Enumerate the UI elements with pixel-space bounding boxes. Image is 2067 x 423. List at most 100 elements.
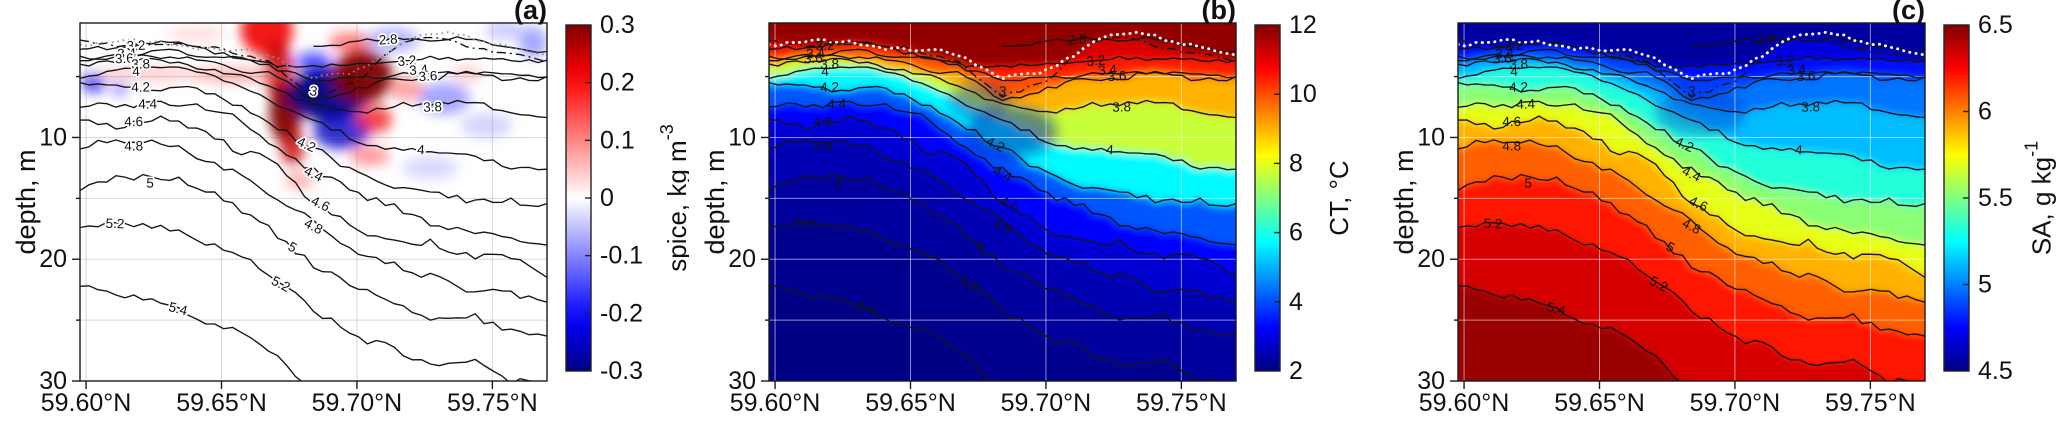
contour-line-3.4 bbox=[80, 48, 547, 82]
plot-field-area: 2.833.23.23.43.43.63.63.83.8444.24.24.44… bbox=[1458, 23, 1925, 381]
contour-line-3.8 bbox=[1458, 57, 1925, 119]
panel-letter: (b) bbox=[1202, 0, 1236, 25]
panel-c-svg: 2.833.23.23.43.43.63.63.83.8444.24.24.44… bbox=[1389, 0, 2057, 417]
contour-label-3.8: 3.8 bbox=[131, 56, 150, 71]
contour-label-3: 3 bbox=[998, 83, 1008, 99]
contour-line-4.2 bbox=[769, 81, 1236, 208]
colorbar-tick-label: 0 bbox=[600, 184, 614, 212]
contour-label-4.2: 4.2 bbox=[820, 79, 839, 94]
contour-label-4.6: 4.6 bbox=[1502, 114, 1521, 129]
panel-spice: 2.8 3 3.2 3.2 3.4 3.4 3.6 3.6 3.8 3.8 4 4 4.2 4.2 4.4 4… bbox=[0, 0, 689, 423]
gridlines bbox=[769, 23, 1236, 381]
contour-label-3.4: 3.4 bbox=[409, 62, 429, 78]
colorbar-tick-label: 0.1 bbox=[600, 126, 635, 154]
anomaly-blob bbox=[460, 113, 513, 138]
contour-label-4.4: 4.4 bbox=[138, 96, 158, 111]
colorbar-tick-label: 6.5 bbox=[1978, 11, 2013, 39]
anomaly-blob bbox=[485, 23, 525, 41]
mixed-layer-dotted-line bbox=[1458, 30, 1925, 81]
contour-line-3.2 bbox=[80, 40, 547, 68]
contour-label-4.2: 4.2 bbox=[1673, 134, 1696, 156]
contour-line-5 bbox=[1458, 173, 1925, 337]
contour-label-4.8: 4.8 bbox=[813, 138, 832, 153]
axes bbox=[761, 22, 1237, 389]
plot-field-area: 2.833.23.23.43.43.63.63.83.8444.24.24.44… bbox=[80, 23, 547, 381]
contour-label-3.2: 3.2 bbox=[397, 53, 417, 69]
field-band bbox=[1458, 49, 1925, 101]
x-tick-label: 59.70°N bbox=[1001, 389, 1092, 417]
field-band bbox=[769, 83, 1236, 245]
colorbar bbox=[1254, 24, 1281, 372]
x-tick-label: 59.65°N bbox=[865, 389, 956, 417]
contour-line-5.2 bbox=[1458, 221, 1916, 381]
field-band bbox=[769, 37, 1236, 98]
anomaly-blob bbox=[285, 170, 314, 191]
contour-label-5.4: 5.4 bbox=[856, 299, 878, 318]
anomaly-blob bbox=[418, 82, 471, 115]
contour-label-3.4: 3.4 bbox=[1787, 62, 1807, 78]
panel-b-svg: 2.833.23.23.43.43.63.63.83.8444.24.24.44… bbox=[700, 0, 1354, 417]
contour-label-2.8: 2.8 bbox=[1067, 31, 1087, 47]
y-tick-label: 20 bbox=[1417, 245, 1445, 273]
contour-label-4.6: 4.6 bbox=[813, 114, 832, 129]
field-band bbox=[1458, 101, 1925, 274]
anomaly-blob bbox=[1655, 91, 1746, 136]
plot-border bbox=[1457, 22, 1926, 382]
contour-label-3.2: 3.2 bbox=[815, 38, 834, 54]
anomaly-blob bbox=[194, 67, 275, 84]
contour-line-4.8 bbox=[80, 139, 547, 303]
gridlines bbox=[1458, 23, 1925, 381]
contour-line-3.2 bbox=[1458, 40, 1925, 68]
field-band bbox=[769, 139, 1236, 335]
panel-letter: (a) bbox=[514, 0, 547, 25]
colorbar-unit-label: spice, kg m-3 bbox=[657, 124, 689, 272]
contour-labels: 2.833.23.23.43.43.63.63.83.8444.24.24.44… bbox=[1483, 31, 1820, 318]
contour-label-5.2: 5.2 bbox=[794, 216, 813, 232]
contour-label-4.8: 4.8 bbox=[124, 138, 143, 153]
x-tick-label: 59.65°N bbox=[1554, 389, 1645, 417]
contour-label-4.2: 4.2 bbox=[984, 134, 1007, 156]
contour-line-3.8 bbox=[80, 57, 547, 119]
field-band bbox=[1458, 41, 1925, 81]
field-band bbox=[769, 23, 1236, 98]
contour-label-5.2: 5.2 bbox=[1483, 216, 1502, 232]
colorbar-tick-label: 4.5 bbox=[1978, 357, 2013, 385]
colorbar-tick-label: 0.3 bbox=[600, 11, 635, 39]
contour-label-4: 4 bbox=[1106, 142, 1115, 158]
contour-line-5 bbox=[769, 173, 1236, 337]
colorbar-tick-label: -0.2 bbox=[600, 299, 643, 327]
contour-label-3.6: 3.6 bbox=[115, 51, 134, 67]
plot-border bbox=[79, 22, 548, 382]
contour-line-3.6 bbox=[769, 53, 1236, 102]
y-tick-label: 10 bbox=[728, 123, 756, 151]
contour-label-4: 4 bbox=[132, 64, 140, 79]
contour-label-3.4: 3.4 bbox=[1098, 62, 1118, 78]
colorbar-tick-label: 6 bbox=[1978, 98, 1992, 126]
contour-line-3 bbox=[769, 36, 1236, 99]
y-axis-label: depth, m bbox=[11, 149, 41, 254]
colorbar-tick-label: 0.2 bbox=[600, 69, 635, 97]
contour-line-4.4 bbox=[80, 100, 547, 246]
colorbar-tick-label: 4 bbox=[1289, 288, 1303, 316]
field-band bbox=[1458, 285, 1680, 381]
colorbar-tick-label: 8 bbox=[1289, 149, 1303, 177]
contour-label-3: 3 bbox=[1687, 83, 1697, 99]
contour-label-4.6: 4.6 bbox=[124, 114, 143, 129]
contour-label-3.2: 3.2 bbox=[1504, 38, 1523, 54]
panel-ct: 2.8 3 3.2 3.2 3.4 3.4 3.6 3.6 3.8 3.8 4 4 4.2 4.2 4.4 4… bbox=[689, 0, 1378, 423]
field-band bbox=[1458, 37, 1925, 98]
y-tick-label: 10 bbox=[39, 123, 67, 151]
contour-line-4.4 bbox=[1458, 100, 1925, 246]
contour-label-3.4: 3.4 bbox=[1495, 45, 1515, 61]
contour-line-5.2 bbox=[80, 221, 538, 381]
contour-label-3.8: 3.8 bbox=[820, 56, 839, 71]
axes bbox=[1450, 22, 1926, 389]
contour-line-5.2 bbox=[769, 221, 1227, 381]
contour-label-3.6: 3.6 bbox=[804, 51, 823, 67]
anomaly-blob bbox=[349, 145, 390, 166]
contour-label-3.4: 3.4 bbox=[117, 45, 137, 61]
anomaly-blob bbox=[166, 26, 227, 42]
anomaly-blob bbox=[328, 32, 373, 53]
anomaly-blob bbox=[82, 72, 106, 93]
contour-line-5.4 bbox=[769, 285, 992, 381]
